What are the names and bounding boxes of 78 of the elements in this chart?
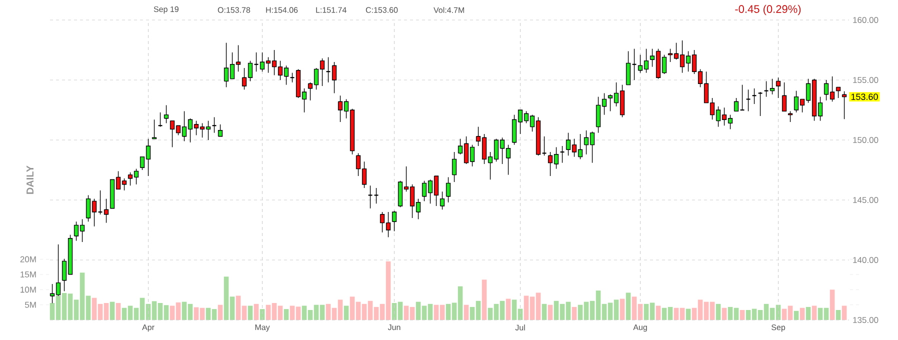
bar bbox=[464, 304, 469, 320]
candlestick bbox=[452, 152, 457, 182]
candlestick bbox=[440, 191, 445, 210]
text: Vol:4.7M bbox=[434, 7, 464, 13]
bar bbox=[344, 306, 349, 320]
y-tick-label: 20M bbox=[20, 256, 36, 262]
bar bbox=[110, 302, 115, 320]
bar bbox=[812, 306, 817, 320]
bar bbox=[254, 304, 259, 320]
candlestick bbox=[788, 110, 793, 122]
candlestick bbox=[542, 136, 547, 156]
y-tick-label: 10M bbox=[20, 286, 36, 293]
candlestick bbox=[218, 124, 223, 137]
candlestick bbox=[152, 119, 157, 140]
bar bbox=[542, 304, 547, 320]
text: L:151.74 bbox=[316, 7, 346, 13]
candlestick bbox=[746, 89, 751, 112]
bar bbox=[656, 306, 661, 320]
bar bbox=[116, 303, 121, 320]
candlestick bbox=[446, 176, 451, 203]
text: O:153.78 bbox=[218, 7, 250, 13]
candlestick bbox=[776, 77, 781, 98]
y-tick-label: 145.00 bbox=[853, 196, 878, 204]
text: C:153.60 bbox=[366, 7, 398, 13]
bar bbox=[800, 308, 805, 320]
candlestick bbox=[632, 48, 637, 80]
y-tick-label: 155.00 bbox=[853, 76, 878, 83]
bar bbox=[722, 308, 727, 320]
bar bbox=[548, 304, 553, 320]
candlestick bbox=[560, 146, 565, 164]
annotation: 153.60 bbox=[851, 94, 878, 100]
bar bbox=[806, 306, 811, 320]
text: -0.45 (0.29%) bbox=[735, 4, 801, 16]
text: Sep 19 bbox=[154, 6, 178, 14]
y-tick-label: 5M bbox=[25, 302, 36, 308]
y-axis-title: DAILY bbox=[26, 166, 34, 194]
bar bbox=[620, 298, 625, 320]
candlestick bbox=[752, 88, 757, 104]
candlestick bbox=[758, 92, 763, 116]
bar bbox=[830, 290, 835, 320]
candlestick bbox=[362, 161, 367, 188]
bar bbox=[626, 292, 631, 320]
candlestick bbox=[380, 212, 385, 233]
bar bbox=[836, 310, 841, 320]
y-tick-label: 160.00 bbox=[853, 16, 878, 23]
bar bbox=[740, 310, 745, 320]
x-tick-label: Apr bbox=[142, 324, 154, 332]
bar bbox=[572, 306, 577, 320]
text: H:154.06 bbox=[266, 7, 298, 13]
candlestick bbox=[374, 188, 379, 204]
candlestick bbox=[164, 104, 169, 124]
candlestick bbox=[740, 84, 745, 111]
y-tick-label: 140.00 bbox=[853, 256, 878, 264]
bar bbox=[842, 306, 847, 320]
candlestick bbox=[734, 98, 739, 112]
bar bbox=[506, 298, 511, 320]
bar bbox=[716, 304, 721, 320]
bar bbox=[284, 309, 289, 320]
x-tick-label: Aug bbox=[633, 324, 647, 332]
x-tick-label: Jun bbox=[388, 324, 400, 330]
y-tick-label: 150.00 bbox=[853, 136, 878, 143]
bar bbox=[218, 304, 223, 320]
candlestick bbox=[836, 86, 841, 98]
y-tick-label: 135.00 bbox=[853, 316, 878, 324]
candlestick bbox=[368, 185, 373, 209]
candlestick bbox=[158, 112, 163, 128]
bar bbox=[248, 306, 253, 320]
x-tick-label: May bbox=[255, 324, 270, 332]
candlestick bbox=[782, 82, 787, 112]
x-tick-label: Jul bbox=[515, 324, 525, 330]
x-tick-label: Sep bbox=[772, 324, 786, 332]
y-tick-label: 15M bbox=[20, 272, 36, 278]
candlestick bbox=[356, 152, 361, 176]
candlestick bbox=[212, 116, 217, 134]
candlestick bbox=[386, 212, 391, 238]
candlestick bbox=[626, 50, 631, 86]
candlestick bbox=[392, 210, 397, 232]
bar bbox=[482, 280, 487, 320]
